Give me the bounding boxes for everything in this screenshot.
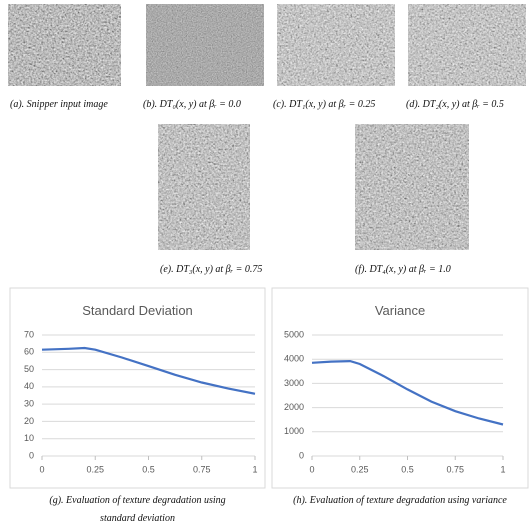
caption: (f). DT₄(x, y) at βᵣ = 1.0: [355, 264, 451, 275]
x-tick-label: 0.75: [446, 464, 464, 474]
data-line: [311, 359, 504, 426]
y-tick-label: 5000: [284, 329, 304, 339]
image-d: [408, 4, 526, 86]
caption: (d). DT₂(x, y) at βᵣ = 0.5: [406, 99, 504, 110]
image-f: [355, 124, 469, 250]
x-tick-label: 0: [309, 464, 314, 474]
x-tick-label: 0.75: [193, 464, 211, 474]
y-tick-label: 60: [24, 347, 34, 357]
y-tick-label: 40: [24, 381, 34, 391]
x-tick-label: 0.25: [351, 464, 369, 474]
y-tick-label: 10: [24, 433, 34, 443]
chart-title: Standard Deviation: [82, 303, 193, 318]
y-tick-label: 0: [29, 450, 34, 460]
chart-caption: (h). Evaluation of texture degradation u…: [293, 495, 507, 506]
x-tick-label: 0: [39, 464, 44, 474]
y-tick-label: 20: [24, 416, 34, 426]
data-line: [41, 346, 256, 395]
image-b: [146, 4, 264, 86]
caption: (a). Snipper input image: [10, 99, 108, 110]
y-tick-label: 30: [24, 399, 34, 409]
image-c: [277, 4, 395, 86]
x-tick-label: 0.25: [86, 464, 104, 474]
chart-title: Variance: [375, 303, 425, 318]
y-tick-label: 50: [24, 364, 34, 374]
caption: (c). DT₁(x, y) at βᵣ = 0.25: [273, 99, 375, 110]
x-tick-label: 0.5: [401, 464, 414, 474]
y-tick-label: 1000: [284, 426, 304, 436]
y-tick-label: 3000: [284, 378, 304, 388]
y-tick-label: 4000: [284, 354, 304, 364]
image-e: [158, 124, 250, 250]
y-tick-label: 2000: [284, 402, 304, 412]
chart-caption: (g). Evaluation of texture degradation u…: [49, 495, 225, 506]
x-tick-label: 0.5: [142, 464, 155, 474]
x-tick-label: 1: [500, 464, 505, 474]
chart-frame: [271, 287, 529, 489]
chart-caption: standard deviation: [100, 513, 175, 524]
y-tick-label: 0: [299, 450, 304, 460]
y-tick-label: 70: [24, 329, 34, 339]
image-a: [8, 4, 121, 86]
x-tick-label: 1: [252, 464, 257, 474]
images: [8, 4, 526, 250]
caption: (b). DT₀(x, y) at βᵣ = 0.0: [143, 99, 241, 110]
caption: (e). DT₃(x, y) at βᵣ = 0.75: [160, 264, 262, 275]
